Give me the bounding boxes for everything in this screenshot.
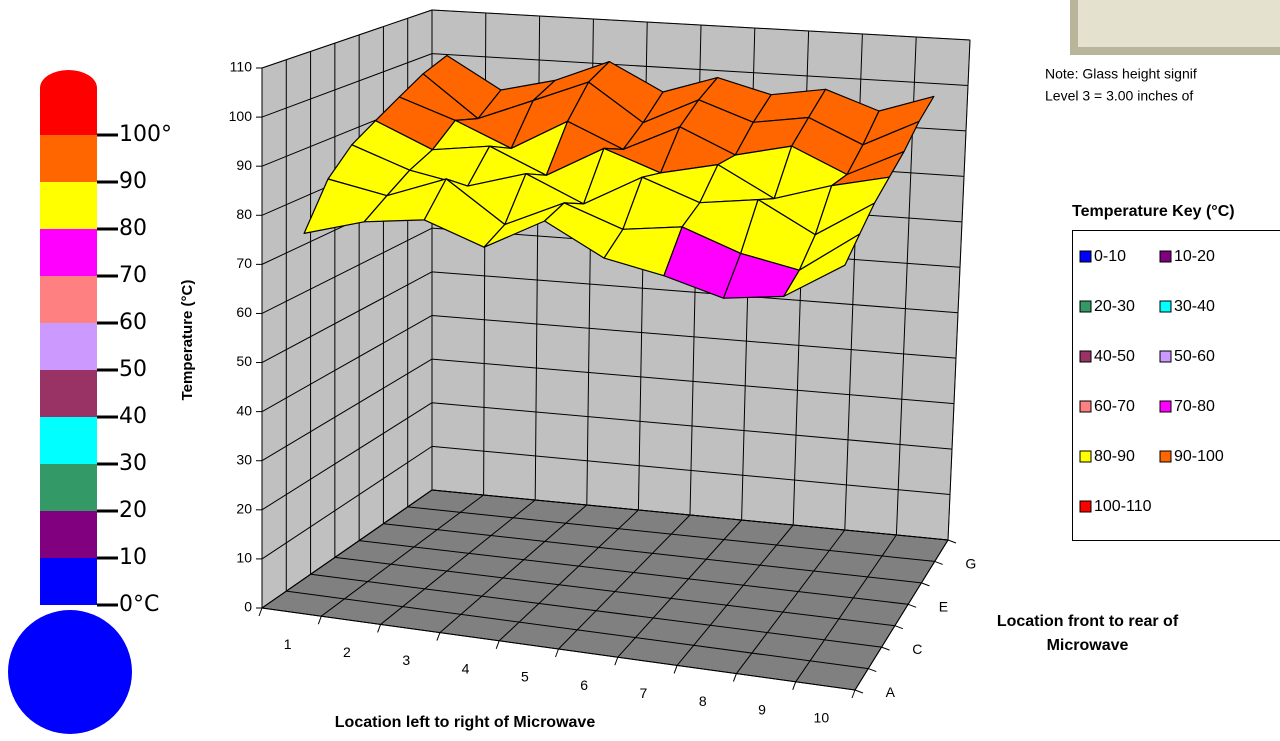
- note-line: Level 3 = 3.00 inches of: [1045, 88, 1193, 104]
- depth-tick-label: E: [939, 598, 948, 614]
- thermometer-label: 50: [119, 357, 147, 382]
- thermometer-bulb: [8, 610, 132, 734]
- key-swatch: [1160, 351, 1171, 362]
- depth-axis-title: Location front to rear of Microwave: [960, 610, 1215, 658]
- y-tick-label: 80: [236, 206, 252, 222]
- x-tick: [259, 608, 262, 616]
- key-label: 100-110: [1094, 498, 1152, 515]
- thermometer-label: 0°C: [119, 592, 159, 617]
- x-tick-label: 9: [758, 701, 766, 717]
- x-tick-label: 6: [580, 677, 588, 693]
- thermometer-label: 40: [119, 404, 147, 429]
- key-label: 10-20: [1174, 248, 1215, 265]
- x-tick: [733, 674, 736, 682]
- x-tick: [556, 649, 559, 657]
- thermometer-band: [40, 323, 97, 370]
- x-tick-label: 5: [521, 669, 529, 685]
- x-tick: [793, 682, 796, 690]
- page: {"chart_data": {"type": "surface", "y_la…: [0, 0, 1280, 741]
- thermometer-band: [40, 417, 97, 464]
- key-label: 0-10: [1094, 248, 1126, 265]
- x-tick: [378, 624, 381, 632]
- photo-detail: [1078, 0, 1280, 47]
- depth-tick: [868, 669, 876, 672]
- x-tick: [496, 641, 499, 649]
- key-swatch: [1080, 251, 1091, 262]
- y-tick-label: 50: [236, 353, 252, 369]
- y-axis-title: Temperature (°C): [179, 280, 196, 401]
- key-swatch: [1160, 451, 1171, 462]
- thermometer-label: 30: [119, 451, 147, 476]
- thermometer-label: 70: [119, 263, 147, 288]
- thermometer-band: [40, 276, 97, 323]
- x-tick: [615, 657, 618, 665]
- key-swatch: [1160, 401, 1171, 412]
- x-tick: [437, 633, 440, 641]
- y-tick-label: 110: [230, 59, 253, 75]
- thermometer-band: [40, 182, 97, 229]
- x-tick-label: 2: [343, 644, 351, 660]
- x-axis-title: Location left to right of Microwave: [335, 714, 596, 731]
- y-tick-label: 20: [236, 501, 252, 517]
- key-label: 60-70: [1094, 398, 1135, 415]
- key-label: 90-100: [1174, 448, 1224, 465]
- x-tick-label: 3: [402, 652, 410, 668]
- y-tick-label: 40: [236, 402, 252, 418]
- y-tick-label: 90: [236, 157, 252, 173]
- depth-tick: [855, 690, 863, 693]
- thermometer-band: [40, 135, 97, 182]
- depth-tick: [935, 561, 943, 564]
- thermometer-label: 60: [119, 310, 147, 335]
- thermometer-band: [40, 558, 97, 605]
- key-title: Temperature Key (°C): [1072, 203, 1235, 220]
- thermometer-label: 100°: [119, 122, 172, 147]
- thermometer-band: [40, 511, 97, 558]
- key-label: 50-60: [1174, 348, 1215, 365]
- key-swatch: [1080, 401, 1091, 412]
- depth-tick: [908, 604, 916, 607]
- y-tick-label: 30: [236, 451, 252, 467]
- thermometer-band: [40, 229, 97, 276]
- thermometer-band: [40, 370, 97, 417]
- thermometer-label: 10: [119, 545, 147, 570]
- key-label: 70-80: [1174, 398, 1215, 415]
- depth-tick-label: A: [886, 684, 896, 700]
- y-tick-label: 100: [229, 108, 253, 124]
- thermometer-label: 90: [119, 169, 147, 194]
- key-label: 80-90: [1094, 448, 1135, 465]
- x-tick: [852, 690, 855, 698]
- key-swatch: [1160, 251, 1171, 262]
- x-tick-label: 4: [462, 660, 470, 676]
- key-label: 40-50: [1094, 348, 1135, 365]
- key-label: 20-30: [1094, 298, 1135, 315]
- thermometer-band: [40, 464, 97, 511]
- x-tick: [318, 616, 321, 624]
- key-swatch: [1080, 301, 1091, 312]
- depth-tick-label: C: [912, 641, 922, 657]
- depth-tick: [895, 626, 903, 629]
- key-box: [1073, 231, 1280, 541]
- depth-tick: [921, 583, 929, 586]
- x-tick-label: 8: [699, 693, 707, 709]
- x-tick-label: 7: [640, 685, 648, 701]
- x-tick-label: 10: [814, 710, 830, 726]
- depth-tick-label: G: [965, 555, 976, 571]
- depth-tick: [948, 540, 956, 543]
- key-swatch: [1080, 501, 1091, 512]
- y-tick-label: 60: [236, 304, 252, 320]
- x-tick: [674, 665, 677, 673]
- x-tick-label: 1: [284, 636, 292, 652]
- y-tick-label: 10: [236, 550, 252, 566]
- y-tick-label: 0: [244, 599, 252, 615]
- note-line: Note: Glass height signif: [1045, 66, 1197, 82]
- key-label: 30-40: [1174, 298, 1215, 315]
- thermometer-label: 20: [119, 498, 147, 523]
- thermometer-top: [40, 70, 97, 106]
- thermometer-label: 80: [119, 216, 147, 241]
- key-swatch: [1080, 351, 1091, 362]
- depth-tick: [882, 647, 890, 650]
- y-tick-label: 70: [236, 255, 252, 271]
- key-swatch: [1160, 301, 1171, 312]
- key-swatch: [1080, 451, 1091, 462]
